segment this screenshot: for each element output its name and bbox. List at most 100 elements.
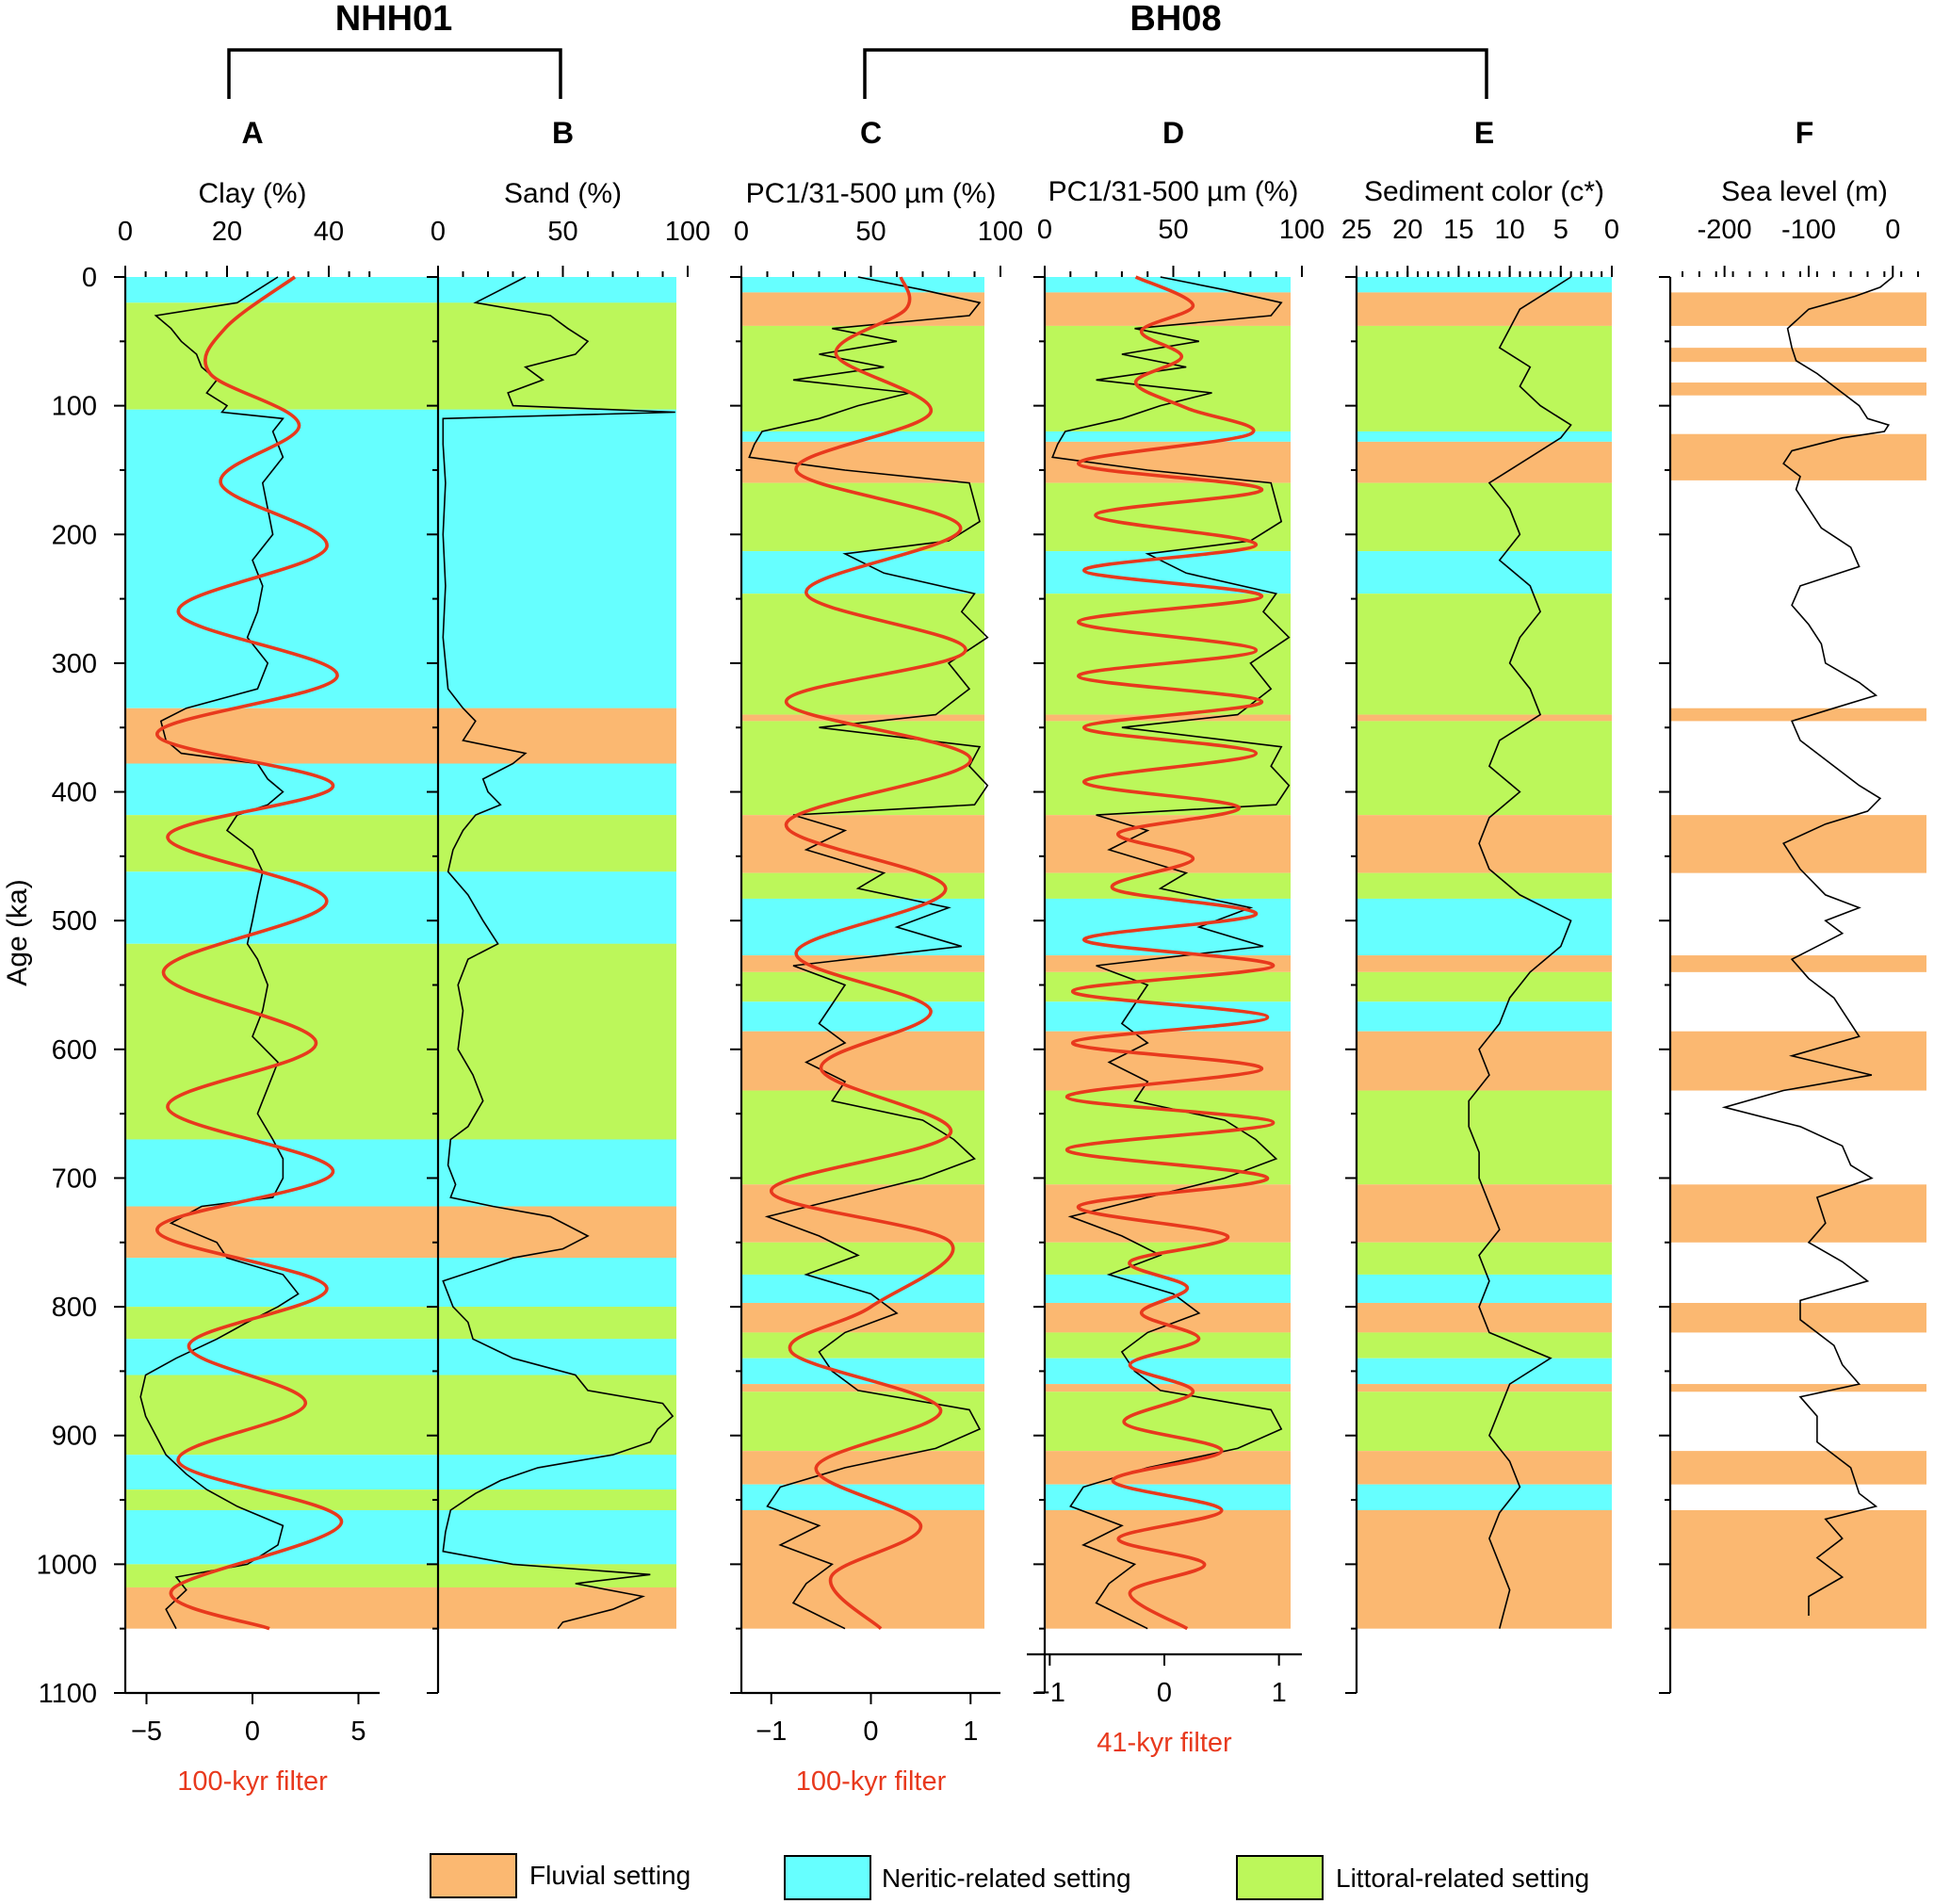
age-tick-label: 400 xyxy=(52,778,97,808)
data-series-f xyxy=(1721,276,1893,1616)
bottom-tick-label: −1 xyxy=(756,1717,787,1747)
facies-band-neritic xyxy=(1357,551,1612,594)
bottom-axis-a: −5 0 5 100-kyr filter xyxy=(125,1691,380,1797)
facies-band-littoral xyxy=(741,971,984,1002)
facies-band-fluvial xyxy=(1670,382,1926,396)
y-ticks-c xyxy=(730,276,741,1694)
facies-band-fluvial xyxy=(1045,714,1291,722)
facies-band-neritic xyxy=(1357,1358,1612,1385)
age-tick-label: 600 xyxy=(52,1035,97,1066)
facies-band-fluvial xyxy=(1357,441,1612,483)
facies-band-fluvial xyxy=(1670,815,1926,873)
facies-band-littoral xyxy=(741,1242,984,1275)
facies-band-fluvial xyxy=(1045,1509,1291,1629)
data-series-e xyxy=(1468,276,1572,1629)
facies-band-littoral xyxy=(741,1332,984,1359)
facies-band-fluvial xyxy=(1357,1384,1612,1392)
facies-band-littoral xyxy=(1357,971,1612,1002)
top-tick-label: 0 xyxy=(1037,215,1052,245)
facies-band-neritic xyxy=(741,1358,984,1385)
facies-band-neritic xyxy=(1357,898,1612,956)
group-label-nhh01: NHH01 xyxy=(335,0,453,39)
filter-label-a: 100-kyr filter xyxy=(177,1766,328,1797)
data-series-a xyxy=(139,276,300,1630)
facies-band-neritic xyxy=(741,431,984,442)
top-tick-label: 0 xyxy=(431,217,446,247)
legend-swatch-littoral xyxy=(1236,1855,1324,1900)
facies-band-neritic xyxy=(1045,431,1291,442)
facies-band-neritic xyxy=(1357,431,1612,442)
facies-band-littoral xyxy=(438,1489,676,1510)
facies-band-littoral xyxy=(1357,594,1612,715)
top-tick-label: 0 xyxy=(734,217,749,247)
top-tick-label: 100 xyxy=(665,217,710,247)
facies-band-littoral xyxy=(1357,1391,1612,1452)
panel-letter-d: D xyxy=(1162,116,1184,150)
bracket-bh08 xyxy=(863,48,1488,99)
age-tick-label: 300 xyxy=(52,649,97,679)
data-series-c xyxy=(748,276,989,1630)
facies-band-fluvial xyxy=(741,441,984,483)
facies-band-neritic xyxy=(1045,1001,1291,1032)
facies-band-neritic xyxy=(741,1001,984,1032)
facies-band-fluvial xyxy=(741,1451,984,1485)
facies-band-fluvial xyxy=(1670,1031,1926,1091)
facies-band-littoral xyxy=(741,325,984,431)
facies-band-fluvial xyxy=(1670,708,1926,722)
panel-title-c: PC1/31-500 µm (%) xyxy=(746,178,997,209)
facies-band-fluvial xyxy=(741,1509,984,1629)
facies-band-fluvial xyxy=(741,1384,984,1392)
facies-band-neritic xyxy=(438,1455,676,1490)
filter-label-d: 41-kyr filter xyxy=(1097,1728,1232,1758)
facies-band-fluvial xyxy=(438,1587,676,1629)
facies-band-fluvial xyxy=(1045,1451,1291,1485)
facies-band-littoral xyxy=(1045,1391,1291,1452)
top-tick-label: 0 xyxy=(1604,215,1619,245)
top-tick-label: 50 xyxy=(547,217,577,247)
age-tick-label: 700 xyxy=(52,1164,97,1194)
facies-band-littoral xyxy=(1045,1242,1291,1275)
top-tick-label: -200 xyxy=(1698,215,1752,245)
facies-band-littoral xyxy=(438,815,676,872)
top-tick-label: 100 xyxy=(978,217,1023,247)
age-tick-label: 500 xyxy=(52,906,97,936)
top-tick-label: 0 xyxy=(118,217,133,247)
bottom-tick-label: 0 xyxy=(1157,1678,1172,1708)
top-axis-d: 0 50 100 xyxy=(1037,215,1325,277)
facies-bands-c xyxy=(741,277,984,1629)
age-tick-label: 0 xyxy=(82,263,97,293)
bottom-tick-label: 0 xyxy=(245,1717,260,1747)
facies-band-neritic xyxy=(438,1139,676,1207)
top-tick-label: 0 xyxy=(1885,215,1900,245)
facies-band-fluvial xyxy=(1670,348,1926,363)
bottom-axis-d: −1 0 1 41-kyr filter xyxy=(1027,1652,1302,1758)
top-tick-label: 40 xyxy=(314,217,344,247)
age-tick-label: 1000 xyxy=(36,1550,97,1580)
panel-title-e: Sediment color (c*) xyxy=(1364,176,1604,207)
top-tick-label: 15 xyxy=(1443,215,1473,245)
panel-title-a: Clay (%) xyxy=(198,178,306,209)
panels: A Clay (%) 0 20 40 −5 0 5 100-kyr filter B Sand (%… xyxy=(114,116,1926,1797)
bottom-axis-c: −1 0 1 100-kyr filter xyxy=(741,1691,1000,1797)
facies-band-neritic xyxy=(438,1339,676,1375)
facies-band-neritic xyxy=(741,898,984,956)
age-tick-label: 900 xyxy=(52,1422,97,1452)
legend-label-littoral: Littoral-related setting xyxy=(1336,1863,1589,1893)
facies-band-fluvial xyxy=(1357,1451,1612,1485)
y-ticks-a xyxy=(114,276,125,1694)
facies-band-neritic xyxy=(1357,1484,1612,1510)
facies-band-neritic xyxy=(438,871,676,944)
facies-band-fluvial xyxy=(741,1302,984,1333)
panel-letter-a: A xyxy=(241,116,263,150)
facies-band-fluvial xyxy=(1670,292,1926,326)
panel-letter-b: B xyxy=(552,116,574,150)
legend-label-fluvial: Fluvial setting xyxy=(529,1861,691,1890)
facies-band-neritic xyxy=(1045,277,1291,293)
facies-band-neritic xyxy=(438,1258,676,1308)
bottom-tick-label: 0 xyxy=(863,1717,878,1747)
facies-band-neritic xyxy=(438,1509,676,1565)
top-axis-e: 25 20 15 10 5 0 xyxy=(1341,215,1619,277)
age-axis-title: Age (ka) xyxy=(2,879,33,985)
top-tick-label: 100 xyxy=(1279,215,1325,245)
panel-f: F Sea level (m) -200 -100 0 xyxy=(1659,116,1926,1694)
